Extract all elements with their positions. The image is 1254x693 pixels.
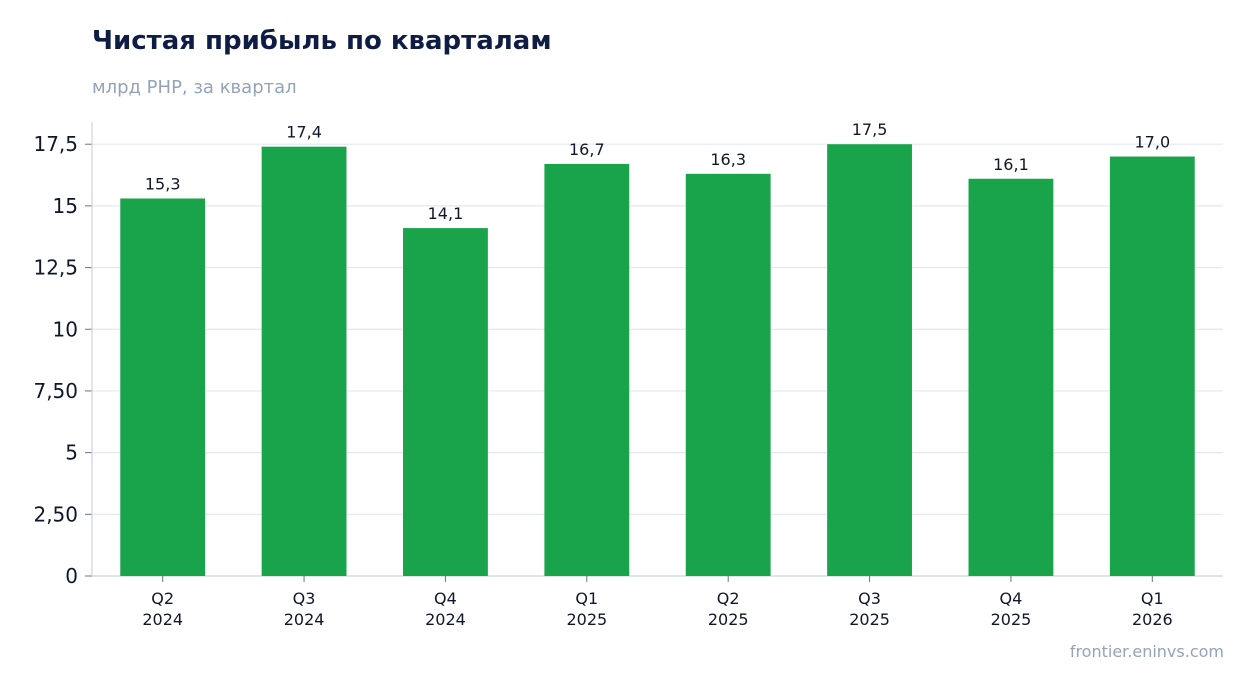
y-tick-label: 10	[53, 317, 78, 341]
bar-value-label: 17,4	[286, 123, 322, 142]
bar	[120, 198, 206, 576]
bar	[827, 144, 912, 576]
x-tick-label-quarter: Q4	[1000, 589, 1023, 608]
bar	[544, 163, 630, 576]
bar-value-label: 16,7	[569, 140, 605, 159]
bar-value-label: 16,3	[710, 150, 746, 169]
y-tick-label: 15	[53, 194, 78, 218]
x-tick-label-quarter: Q4	[434, 589, 457, 608]
x-tick-label-year: 2024	[425, 610, 466, 629]
x-tick-label-year: 2025	[991, 610, 1032, 629]
x-tick-label-year: 2025	[708, 610, 749, 629]
bar-value-label: 16,1	[993, 155, 1029, 174]
x-tick-label-quarter: Q2	[717, 589, 740, 608]
x-tick-label-quarter: Q3	[858, 589, 881, 608]
x-tick-label-quarter: Q1	[575, 589, 598, 608]
x-tick-label-year: 2025	[849, 610, 890, 629]
y-tick-label: 0	[65, 564, 78, 588]
bar	[403, 228, 488, 576]
x-tick-label-quarter: Q2	[151, 589, 174, 608]
y-tick-label: 5	[65, 441, 78, 465]
x-tick-label-year: 2024	[284, 610, 325, 629]
x-tick-label-year: 2024	[142, 610, 183, 629]
x-tick-label-quarter: Q3	[293, 589, 316, 608]
bar	[968, 178, 1054, 576]
x-tick-label-year: 2025	[566, 610, 607, 629]
source-label: frontier.eninvs.com	[1069, 642, 1224, 661]
bar	[1109, 156, 1195, 577]
bar-value-label: 17,0	[1135, 133, 1171, 152]
bar	[261, 146, 347, 576]
chart-title: Чистая прибыль по кварталам	[92, 26, 552, 56]
bar-value-label: 14,1	[428, 204, 464, 223]
bar-value-label: 17,5	[852, 120, 888, 139]
y-tick-label: 2,50	[33, 502, 78, 526]
y-tick-label: 17,5	[33, 132, 78, 156]
bar-value-label: 15,3	[145, 174, 181, 193]
y-tick-label: 7,50	[33, 379, 78, 403]
chart-subtitle: млрд РНР, за квартал	[92, 77, 297, 98]
x-tick-label-quarter: Q1	[1141, 589, 1164, 608]
bar	[685, 173, 771, 576]
x-tick-label-year: 2026	[1132, 610, 1173, 629]
y-tick-label: 12,5	[33, 256, 78, 280]
